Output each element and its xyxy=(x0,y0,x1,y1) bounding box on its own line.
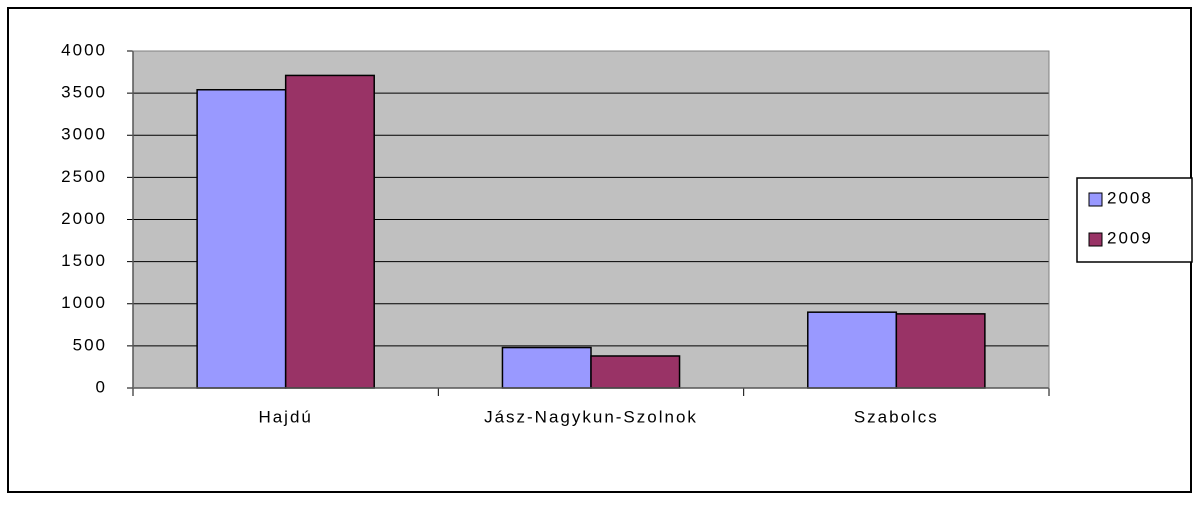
x-tick-label: Jász-Nagykun-Szolnok xyxy=(484,407,698,426)
y-tick-label: 0 xyxy=(96,377,107,396)
legend-label: 2008 xyxy=(1107,188,1153,207)
y-tick-label: 3000 xyxy=(61,125,107,144)
y-tick-label: 2500 xyxy=(61,167,107,186)
bar xyxy=(284,74,375,389)
x-tick-label: Hajdú xyxy=(258,407,312,426)
y-tick-label: 3500 xyxy=(61,83,107,102)
y-tick-label: 4000 xyxy=(61,40,107,59)
legend-label: 2009 xyxy=(1107,228,1153,247)
plot-border xyxy=(132,50,1050,389)
legend-swatch xyxy=(1088,192,1103,207)
bar xyxy=(895,313,986,389)
bar xyxy=(807,311,898,389)
bar xyxy=(590,355,681,389)
y-tick-label: 1500 xyxy=(61,251,107,270)
y-tick-label: 500 xyxy=(73,335,107,354)
legend-swatch xyxy=(1088,232,1103,247)
bar xyxy=(501,346,592,389)
bar xyxy=(196,89,287,389)
x-tick-label: Szabolcs xyxy=(854,407,939,426)
legend-box xyxy=(1076,177,1193,263)
y-tick-label: 2000 xyxy=(61,209,107,228)
y-tick-label: 1000 xyxy=(61,293,107,312)
